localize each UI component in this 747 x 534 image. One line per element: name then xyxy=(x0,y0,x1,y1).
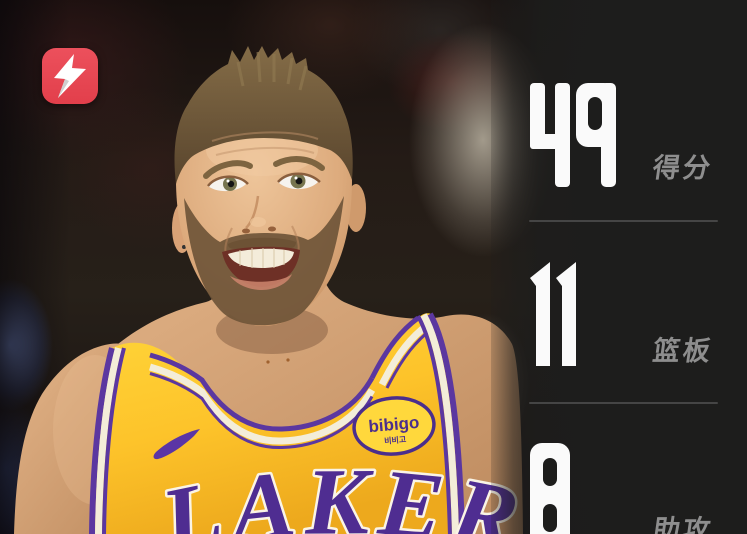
divider xyxy=(529,402,718,404)
skin-mole xyxy=(286,358,290,362)
stat-label-rebounds: 篮板 xyxy=(650,336,716,366)
lightning-bolt-icon xyxy=(54,54,86,98)
skin-mole xyxy=(266,360,270,364)
earring xyxy=(182,245,186,249)
stat-label-assists: 助攻 xyxy=(650,515,716,534)
right-eyebrow xyxy=(273,156,325,171)
hair xyxy=(174,46,353,184)
player-head xyxy=(172,46,366,326)
bibigo-patch: bibigo 비비고 xyxy=(352,396,436,456)
left-eyebrow xyxy=(203,160,253,179)
app-logo xyxy=(42,48,98,104)
left-eye xyxy=(206,175,249,192)
divider xyxy=(529,220,718,222)
bibigo-korean-text: 비비고 xyxy=(384,434,408,446)
nose xyxy=(242,195,276,234)
bibigo-text: bibigo xyxy=(368,413,420,436)
right-eye xyxy=(277,172,321,190)
forehead-creases xyxy=(211,131,319,156)
stat-value-rebounds xyxy=(530,262,576,366)
stat-value-assists xyxy=(530,443,570,534)
nike-swoosh-icon xyxy=(153,429,200,460)
hair-spikes xyxy=(236,51,308,91)
mouth xyxy=(222,237,300,290)
stat-label-points: 得分 xyxy=(650,153,716,183)
stat-value-points xyxy=(530,83,616,187)
stats-panel: 得分 篮板 助攻 xyxy=(491,0,747,534)
